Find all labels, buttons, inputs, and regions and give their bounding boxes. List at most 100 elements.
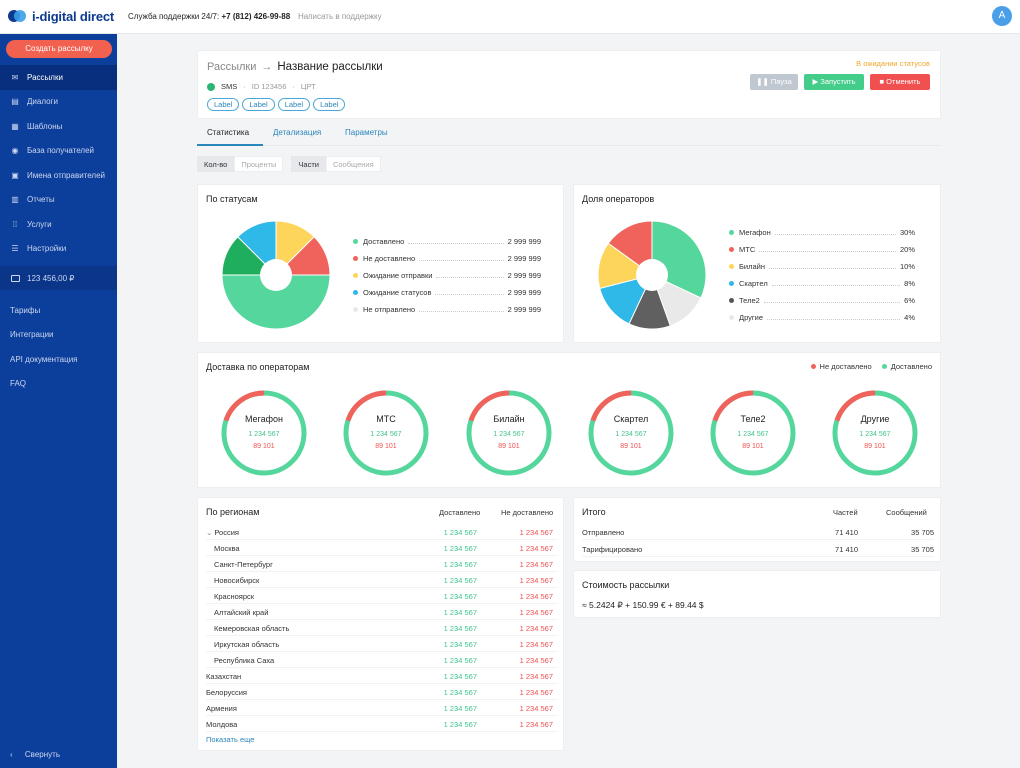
ring-delivered-value: 1 234 567: [493, 431, 525, 438]
sidebar-item-4[interactable]: ▣ Имена отправителей: [0, 163, 117, 188]
sidebar-item-6[interactable]: ⁞⁞ Услуги: [0, 212, 117, 237]
mailing-type: ЦРТ: [300, 82, 316, 91]
region-name: Республика Саха: [214, 656, 275, 665]
sidebar-item-label: Отчеты: [27, 195, 55, 205]
region-delivered: 1 234 567: [443, 608, 477, 617]
legend-leader: [763, 301, 901, 303]
table-row[interactable]: Иркутская область 1 234 567 1 234 567: [206, 636, 557, 652]
breadcrumb: Рассылки → Название рассылки: [207, 61, 383, 73]
ring-not-delivered-value: 89 101: [864, 443, 886, 450]
sidebar-link-1[interactable]: Интеграции: [10, 330, 54, 340]
wallet-icon: [10, 274, 20, 283]
operator-slice-5[interactable]: [607, 220, 653, 276]
table-row[interactable]: Белоруссия 1 234 567 1 234 567: [206, 684, 557, 700]
table-row[interactable]: Санкт-Петербург 1 234 567 1 234 567: [206, 556, 557, 572]
active-tab-indicator: [197, 144, 263, 146]
table-row[interactable]: Республика Саха 1 234 567 1 234 567: [206, 652, 557, 668]
sidebar-link-0[interactable]: Тарифы: [10, 305, 41, 315]
table-row[interactable]: Молдова 1 234 567 1 234 567: [206, 716, 557, 732]
tab-statistics[interactable]: Статистика: [207, 128, 250, 137]
total-label: Отправлено: [582, 528, 625, 537]
region-not-delivered: 1 234 567: [519, 592, 553, 601]
sidebar-item-3[interactable]: ◉ База получателей: [0, 139, 117, 164]
sidebar-item-1[interactable]: ▤ Диалоги: [0, 90, 117, 115]
region-delivered: 1 234 567: [443, 720, 477, 729]
table-row[interactable]: Кемеровская область 1 234 567 1 234 567: [206, 620, 557, 636]
table-row[interactable]: ⌄ Россия 1 234 567 1 234 567: [206, 524, 557, 540]
operator-ring[interactable]: Билайн 1 234 567 89 101: [464, 388, 554, 478]
arrow-right-icon: →: [261, 61, 273, 73]
total-messages: 35 705: [911, 528, 934, 537]
status-slice-4[interactable]: [237, 220, 277, 277]
operator-ring[interactable]: Теле2 1 234 567 89 101: [708, 388, 798, 478]
operator-share-card: Доля операторов Мегафон 30% МТС 20% Билайн 10…: [573, 184, 941, 343]
region-name: Алтайский край: [214, 608, 269, 617]
collapse-sidebar-button[interactable]: ‹ Свернуть: [10, 750, 60, 759]
legend-label: Скартел: [739, 278, 768, 288]
sms-icon: [207, 82, 215, 91]
region-name: Армения: [206, 704, 237, 713]
operator-ring[interactable]: Другие 1 234 567 89 101: [830, 388, 920, 478]
show-more-link[interactable]: Показать еще: [206, 735, 255, 744]
legend-leader: [419, 310, 504, 312]
card-title: Доставка по операторам: [206, 362, 310, 372]
legend-dot: [729, 297, 734, 303]
label-chip[interactable]: Label: [207, 98, 240, 111]
toggle-parts[interactable]: Части: [291, 156, 326, 172]
table-row[interactable]: Казахстан 1 234 567 1 234 567: [206, 668, 557, 684]
reports-icon: ▥: [11, 195, 19, 205]
region-name-cell: Иркутская область: [214, 640, 279, 649]
breadcrumb-parent[interactable]: Рассылки: [207, 61, 257, 73]
ring-not-delivered-arc: [221, 390, 307, 476]
operator-ring[interactable]: Скартел 1 234 567 89 101: [586, 388, 676, 478]
label-chip[interactable]: Label: [277, 98, 311, 111]
region-not-delivered: 1 234 567: [519, 640, 553, 649]
write-support-link[interactable]: Написать в поддержку: [298, 12, 382, 21]
chevron-down-icon[interactable]: ⌄: [206, 528, 215, 537]
sidebar-item-5[interactable]: ▥ Отчеты: [0, 188, 117, 213]
start-button[interactable]: ▶ Запустить: [804, 74, 864, 90]
total-label: Тарифицировано: [582, 545, 643, 554]
create-mailing-button[interactable]: Создать рассылку: [6, 40, 112, 58]
sidebar-item-0[interactable]: ✉ Рассылки: [0, 65, 117, 90]
region-name-cell: Красноярск: [214, 592, 254, 601]
balance[interactable]: 123 456,00 ₽: [0, 266, 117, 290]
region-name-cell: ⌄ Россия: [206, 528, 239, 537]
operator-ring[interactable]: Мегафон 1 234 567 89 101: [219, 388, 309, 478]
sidebar-link-2[interactable]: API документация: [10, 354, 78, 364]
legend-not-delivered: Не доставлено: [810, 362, 872, 371]
region-name: Москва: [214, 544, 240, 553]
status-slice-2[interactable]: [221, 274, 331, 330]
sidebar-item-2[interactable]: ▦ Шаблоны: [0, 114, 117, 139]
legend-label: Мегафон: [739, 227, 771, 237]
region-name: Красноярск: [214, 592, 255, 601]
legend-item: Скартел 8%: [729, 278, 915, 288]
region-name: Россия: [214, 528, 239, 537]
table-row[interactable]: Армения 1 234 567 1 234 567: [206, 700, 557, 716]
region-delivered: 1 234 567: [443, 560, 477, 569]
toggle-count[interactable]: Кол-во: [197, 156, 235, 172]
tab-parameters[interactable]: Параметры: [345, 128, 388, 137]
table-row[interactable]: Красноярск 1 234 567 1 234 567: [206, 588, 557, 604]
support-phone[interactable]: +7 (812) 426-99-88: [221, 12, 291, 21]
sidebar-link-3[interactable]: FAQ: [10, 379, 27, 389]
table-row[interactable]: Москва 1 234 567 1 234 567: [206, 540, 557, 556]
region-name-cell: Санкт-Петербург: [214, 560, 273, 569]
avatar[interactable]: A: [992, 6, 1012, 26]
legend-label: Ожидание отправки: [363, 270, 433, 280]
table-row[interactable]: Алтайский край 1 234 567 1 234 567: [206, 604, 557, 620]
toggle-messages[interactable]: Сообщения: [325, 156, 381, 172]
label-chip[interactable]: Label: [242, 98, 275, 111]
label-chip[interactable]: Label: [313, 98, 346, 111]
toggle-percent[interactable]: Проценты: [234, 156, 284, 172]
pause-button[interactable]: ❚❚ Пауза: [750, 74, 798, 90]
logo-icon: [8, 8, 28, 24]
table-row[interactable]: Новосибирск 1 234 567 1 234 567: [206, 572, 557, 588]
logo[interactable]: i-digital direct: [8, 8, 114, 24]
cancel-button[interactable]: ■ Отменить: [870, 74, 930, 90]
ring-operator-name: МТС: [376, 414, 396, 424]
sidebar-item-7[interactable]: ☰ Настройки: [0, 237, 117, 262]
operator-ring[interactable]: МТС 1 234 567 89 101: [341, 388, 431, 478]
tab-details[interactable]: Детализация: [273, 128, 322, 137]
labels-list: Label Label Label Label: [207, 98, 346, 111]
